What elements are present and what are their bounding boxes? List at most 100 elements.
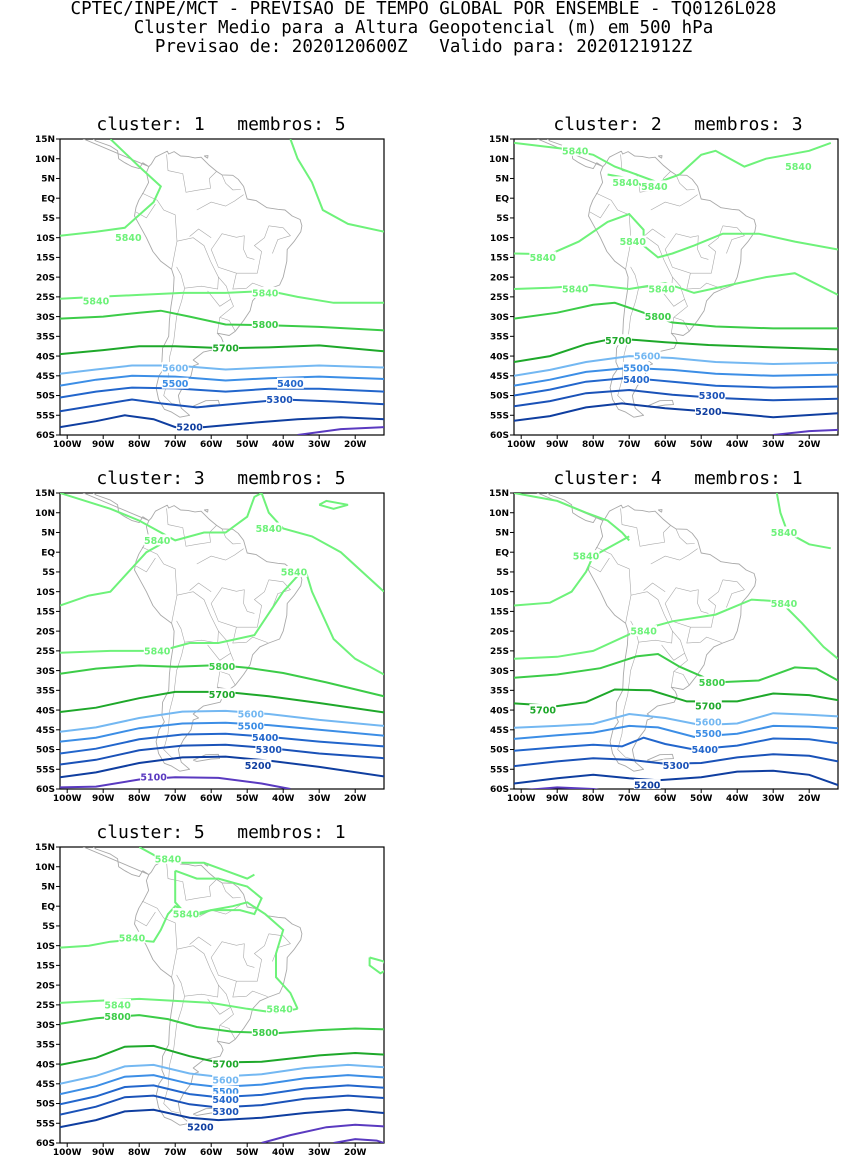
lat-tick-label: 5S: [42, 922, 55, 932]
contour-line-5300: [60, 1094, 384, 1116]
political-border: [664, 579, 724, 628]
lon-tick-label: 50W: [236, 794, 259, 804]
contour-label-bg: [785, 160, 812, 172]
lon-tick-label: 60W: [200, 794, 223, 804]
lon-tick-label: 30W: [308, 1148, 331, 1158]
contour-label-bg: [630, 625, 657, 637]
contour-label: 5500: [212, 1087, 239, 1098]
map-frame: [59, 492, 385, 790]
contour-line-5840: [174, 869, 263, 920]
lat-tick-label: 55S: [36, 1119, 55, 1129]
contour-label-bg: [529, 704, 557, 716]
political-border: [189, 228, 212, 238]
contour-label: 5200: [187, 1123, 214, 1134]
contour-label-bg: [266, 393, 293, 405]
contour-label-bg: [605, 334, 632, 346]
contour-label-bg: [255, 522, 283, 534]
contour-label: 5300: [266, 395, 293, 406]
contour-label-bg: [187, 1121, 214, 1133]
contour-label: 5400: [692, 745, 719, 756]
header-line-3: Previsao de: 2020120600Z Valido para: 20…: [154, 37, 693, 57]
contour-label-bg: [212, 1073, 239, 1085]
contour-line-5600: [60, 364, 384, 375]
figure-header: CPTEC/INPE/MCT - PREVISAO DE TEMPO GLOBA…: [0, 0, 847, 57]
lon-tick-label: 60W: [654, 440, 677, 450]
lon-tick-label: 20W: [344, 440, 367, 450]
contour-line-5840: [368, 956, 384, 975]
panel-title-4: cluster: 4 membros: 1: [553, 468, 803, 489]
contour-label: 5300: [256, 745, 283, 756]
lat-tick-label: 10S: [36, 588, 55, 598]
political-border: [617, 642, 639, 760]
contour-line-5600: [60, 1063, 384, 1085]
contour-line-5400: [60, 732, 384, 755]
contour-line-5400: [60, 1084, 384, 1106]
contour-line-5840: [60, 543, 162, 607]
lat-tick-label: 15S: [36, 962, 55, 972]
lat-tick-label: 15S: [36, 608, 55, 618]
political-border: [219, 671, 236, 686]
lat-tick-label: 60S: [490, 785, 509, 795]
political-border: [176, 591, 219, 644]
political-border: [135, 557, 156, 573]
lat-tick-label: 55S: [490, 765, 509, 775]
lat-tick-label: 15N: [489, 135, 509, 145]
political-border: [686, 627, 722, 644]
political-border: [221, 174, 241, 191]
contour-line-5840: [514, 141, 832, 184]
contour-line-5840: [60, 139, 163, 237]
contour-line-5500: [514, 366, 838, 387]
lat-tick-label: 10S: [36, 234, 55, 244]
lon-tick-label: 30W: [308, 794, 331, 804]
lon-tick-label: 100W: [507, 440, 536, 450]
contour-label-bg: [115, 231, 142, 243]
contour-label: 5840: [144, 536, 171, 547]
contour-line-5400: [514, 736, 838, 752]
lon-tick-label: 70W: [618, 794, 641, 804]
contour-line-5600: [514, 712, 838, 729]
contour-label-bg: [623, 373, 650, 385]
political-border: [268, 579, 291, 608]
contour-label-bg: [212, 1093, 239, 1105]
political-border: [232, 273, 268, 290]
lon-tick-label: 40W: [272, 1148, 295, 1158]
lat-tick-label: 40S: [490, 352, 509, 362]
political-border: [210, 579, 270, 628]
contour-label: 5840: [119, 933, 146, 944]
lat-tick-label: 10S: [36, 942, 55, 952]
contour-line-5100: [773, 428, 838, 435]
contour-label: 5840: [256, 524, 283, 535]
political-border: [217, 299, 234, 334]
lat-tick-label: EQ: [41, 548, 55, 558]
lat-tick-label: 25S: [490, 293, 509, 303]
contour-label-bg: [255, 743, 283, 755]
lat-tick-label: 55S: [36, 411, 55, 421]
contour-line-5300: [60, 743, 384, 766]
lon-tick-label: 50W: [236, 440, 259, 450]
lat-tick-label: 20S: [490, 627, 509, 637]
lon-tick-label: 30W: [308, 440, 331, 450]
contour-label-bg: [633, 350, 661, 362]
political-border: [675, 174, 695, 191]
contour-label: 5840: [155, 854, 182, 865]
contour-label-bg: [208, 660, 236, 672]
contour-label-bg: [644, 310, 672, 322]
lon-tick-label: 80W: [128, 794, 151, 804]
contour-label: 5700: [212, 1060, 239, 1071]
contour-label-bg: [161, 361, 189, 373]
panel-title-1: cluster: 1 membros: 5: [96, 114, 346, 135]
lat-tick-label: 5S: [496, 568, 509, 578]
contour-line-5840: [514, 493, 630, 542]
contour-label: 5800: [645, 312, 672, 323]
political-border: [722, 225, 745, 254]
contour-label-bg: [266, 1002, 293, 1014]
lon-tick-label: 90W: [546, 440, 569, 450]
political-border: [163, 996, 185, 1114]
island-outline: [193, 753, 220, 762]
political-border: [620, 508, 671, 547]
map-panel-3: 5840584058405840580058005700560055005400…: [35, 489, 385, 804]
contour-line-5200: [514, 402, 838, 422]
coastline: [82, 847, 303, 1126]
lon-tick-label: 70W: [618, 440, 641, 450]
